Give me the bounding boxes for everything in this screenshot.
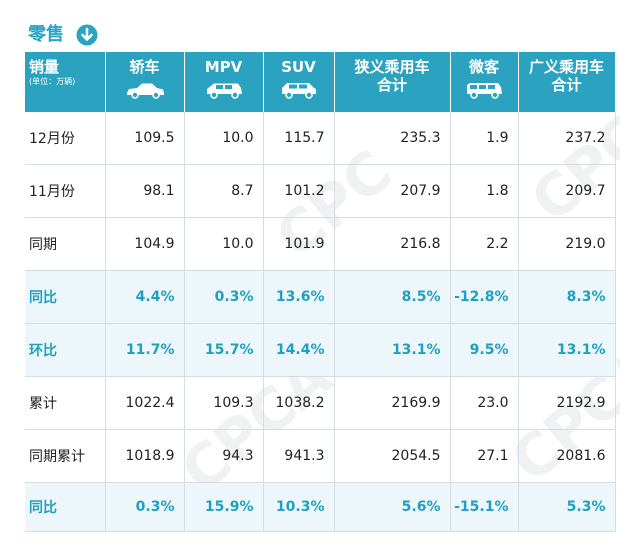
row-label: 12月份 <box>25 112 106 165</box>
header-minivan: 微客 <box>450 52 519 112</box>
table-cell: 10.3% <box>263 482 335 532</box>
row-label: 同期累计 <box>25 429 106 483</box>
table-cell: 10.0 <box>184 112 264 165</box>
header-label: 微客 <box>468 58 499 76</box>
table-cell: 15.9% <box>184 482 264 532</box>
header-unit-label: (单位：万辆) <box>29 77 76 86</box>
suv-icon <box>281 83 316 99</box>
header-sales-volume: 销量 (单位：万辆) <box>25 52 106 112</box>
table-cell: 101.9 <box>263 217 335 271</box>
table-cell: 94.3 <box>184 429 264 483</box>
table-cell: 2081.6 <box>518 429 616 483</box>
row-label: 同比 <box>25 270 106 324</box>
table-cell: 2.2 <box>450 217 519 271</box>
table-cell: 11.7% <box>105 323 185 377</box>
table-row-yoy: 同比 4.4% 0.3% 13.6% 8.5% -12.8% 8.3% <box>25 270 616 324</box>
table-cell: 109.5 <box>105 112 185 165</box>
header-label-line1: 广义乘用车 <box>528 58 604 76</box>
row-label: 累计 <box>25 376 106 430</box>
table-cell: 235.3 <box>334 112 451 165</box>
table-cell: 14.4% <box>263 323 335 377</box>
header-broad-passenger-total: 广义乘用车 合计 <box>518 52 616 112</box>
table-cell: 23.0 <box>450 376 519 430</box>
table-cell: 1038.2 <box>263 376 335 430</box>
retail-sales-table: 销量 (单位：万辆) 轿车 MPV <box>25 52 616 532</box>
header-label-line1: 狭义乘用车 <box>354 58 430 76</box>
table-cell: 109.3 <box>184 376 264 430</box>
table-cell: 207.9 <box>334 164 451 218</box>
table-cell: 13.1% <box>334 323 451 377</box>
header-label: MPV <box>204 58 243 76</box>
table-row: 11月份 98.1 8.7 101.2 207.9 1.8 209.7 <box>25 164 616 218</box>
title-bar: 零售 <box>0 0 620 50</box>
table-cell: 209.7 <box>518 164 616 218</box>
table-row: 同期累计 1018.9 94.3 941.3 2054.5 27.1 2081.… <box>25 429 616 483</box>
table-cell: 4.4% <box>105 270 185 324</box>
table-cell: 8.7 <box>184 164 264 218</box>
row-label: 11月份 <box>25 164 106 218</box>
table-cell: 1.8 <box>450 164 519 218</box>
table-cell: 5.6% <box>334 482 451 532</box>
header-mpv: MPV <box>184 52 264 112</box>
table-cell: 237.2 <box>518 112 616 165</box>
minivan-icon <box>467 83 502 99</box>
table-row: 同期 104.9 10.0 101.9 216.8 2.2 219.0 <box>25 217 616 271</box>
section-title: 零售 <box>28 24 64 45</box>
table-cell: -12.8% <box>450 270 519 324</box>
table-cell: 2054.5 <box>334 429 451 483</box>
table-cell: 1022.4 <box>105 376 185 430</box>
table-cell: 104.9 <box>105 217 185 271</box>
row-label: 同期 <box>25 217 106 271</box>
table-cell: 27.1 <box>450 429 519 483</box>
table-cell: 15.7% <box>184 323 264 377</box>
table-row-cumulative-yoy: 同比 0.3% 15.9% 10.3% 5.6% -15.1% 5.3% <box>25 482 616 532</box>
table-row-mom: 环比 11.7% 15.7% 14.4% 13.1% 9.5% 13.1% <box>25 323 616 377</box>
table-cell: 9.5% <box>450 323 519 377</box>
table-cell: 0.3% <box>184 270 264 324</box>
header-narrow-passenger-total: 狭义乘用车 合计 <box>334 52 451 112</box>
table-row: 12月份 109.5 10.0 115.7 235.3 1.9 237.2 <box>25 112 616 165</box>
header-sedan: 轿车 <box>105 52 185 112</box>
table-cell: 115.7 <box>263 112 335 165</box>
header-label: SUV <box>281 58 316 76</box>
mpv-icon <box>206 83 242 99</box>
table-cell: 2192.9 <box>518 376 616 430</box>
down-arrow-circle-icon[interactable] <box>76 24 98 46</box>
header-first-label: 销量 <box>29 58 60 76</box>
table-cell: 8.5% <box>334 270 451 324</box>
table-cell: 101.2 <box>263 164 335 218</box>
table-cell: 219.0 <box>518 217 616 271</box>
header-label: 轿车 <box>129 58 160 76</box>
table-cell: 10.0 <box>184 217 264 271</box>
row-label: 环比 <box>25 323 106 377</box>
table-row: 累计 1022.4 109.3 1038.2 2169.9 23.0 2192.… <box>25 376 616 430</box>
table-header-row: 销量 (单位：万辆) 轿车 MPV <box>25 52 616 112</box>
table-cell: 941.3 <box>263 429 335 483</box>
header-suv: SUV <box>263 52 335 112</box>
sedan-icon <box>126 83 164 99</box>
table-cell: 13.1% <box>518 323 616 377</box>
table-cell: 2169.9 <box>334 376 451 430</box>
table-cell: 8.3% <box>518 270 616 324</box>
header-label-line2: 合计 <box>376 76 407 94</box>
header-label-line2: 合计 <box>551 76 582 94</box>
table-cell: 0.3% <box>105 482 185 532</box>
table-cell: 5.3% <box>518 482 616 532</box>
table-cell: 1018.9 <box>105 429 185 483</box>
row-label: 同比 <box>25 482 106 532</box>
table-cell: 216.8 <box>334 217 451 271</box>
table-cell: 1.9 <box>450 112 519 165</box>
table-cell: 13.6% <box>263 270 335 324</box>
table-cell: 98.1 <box>105 164 185 218</box>
table-cell: -15.1% <box>450 482 519 532</box>
